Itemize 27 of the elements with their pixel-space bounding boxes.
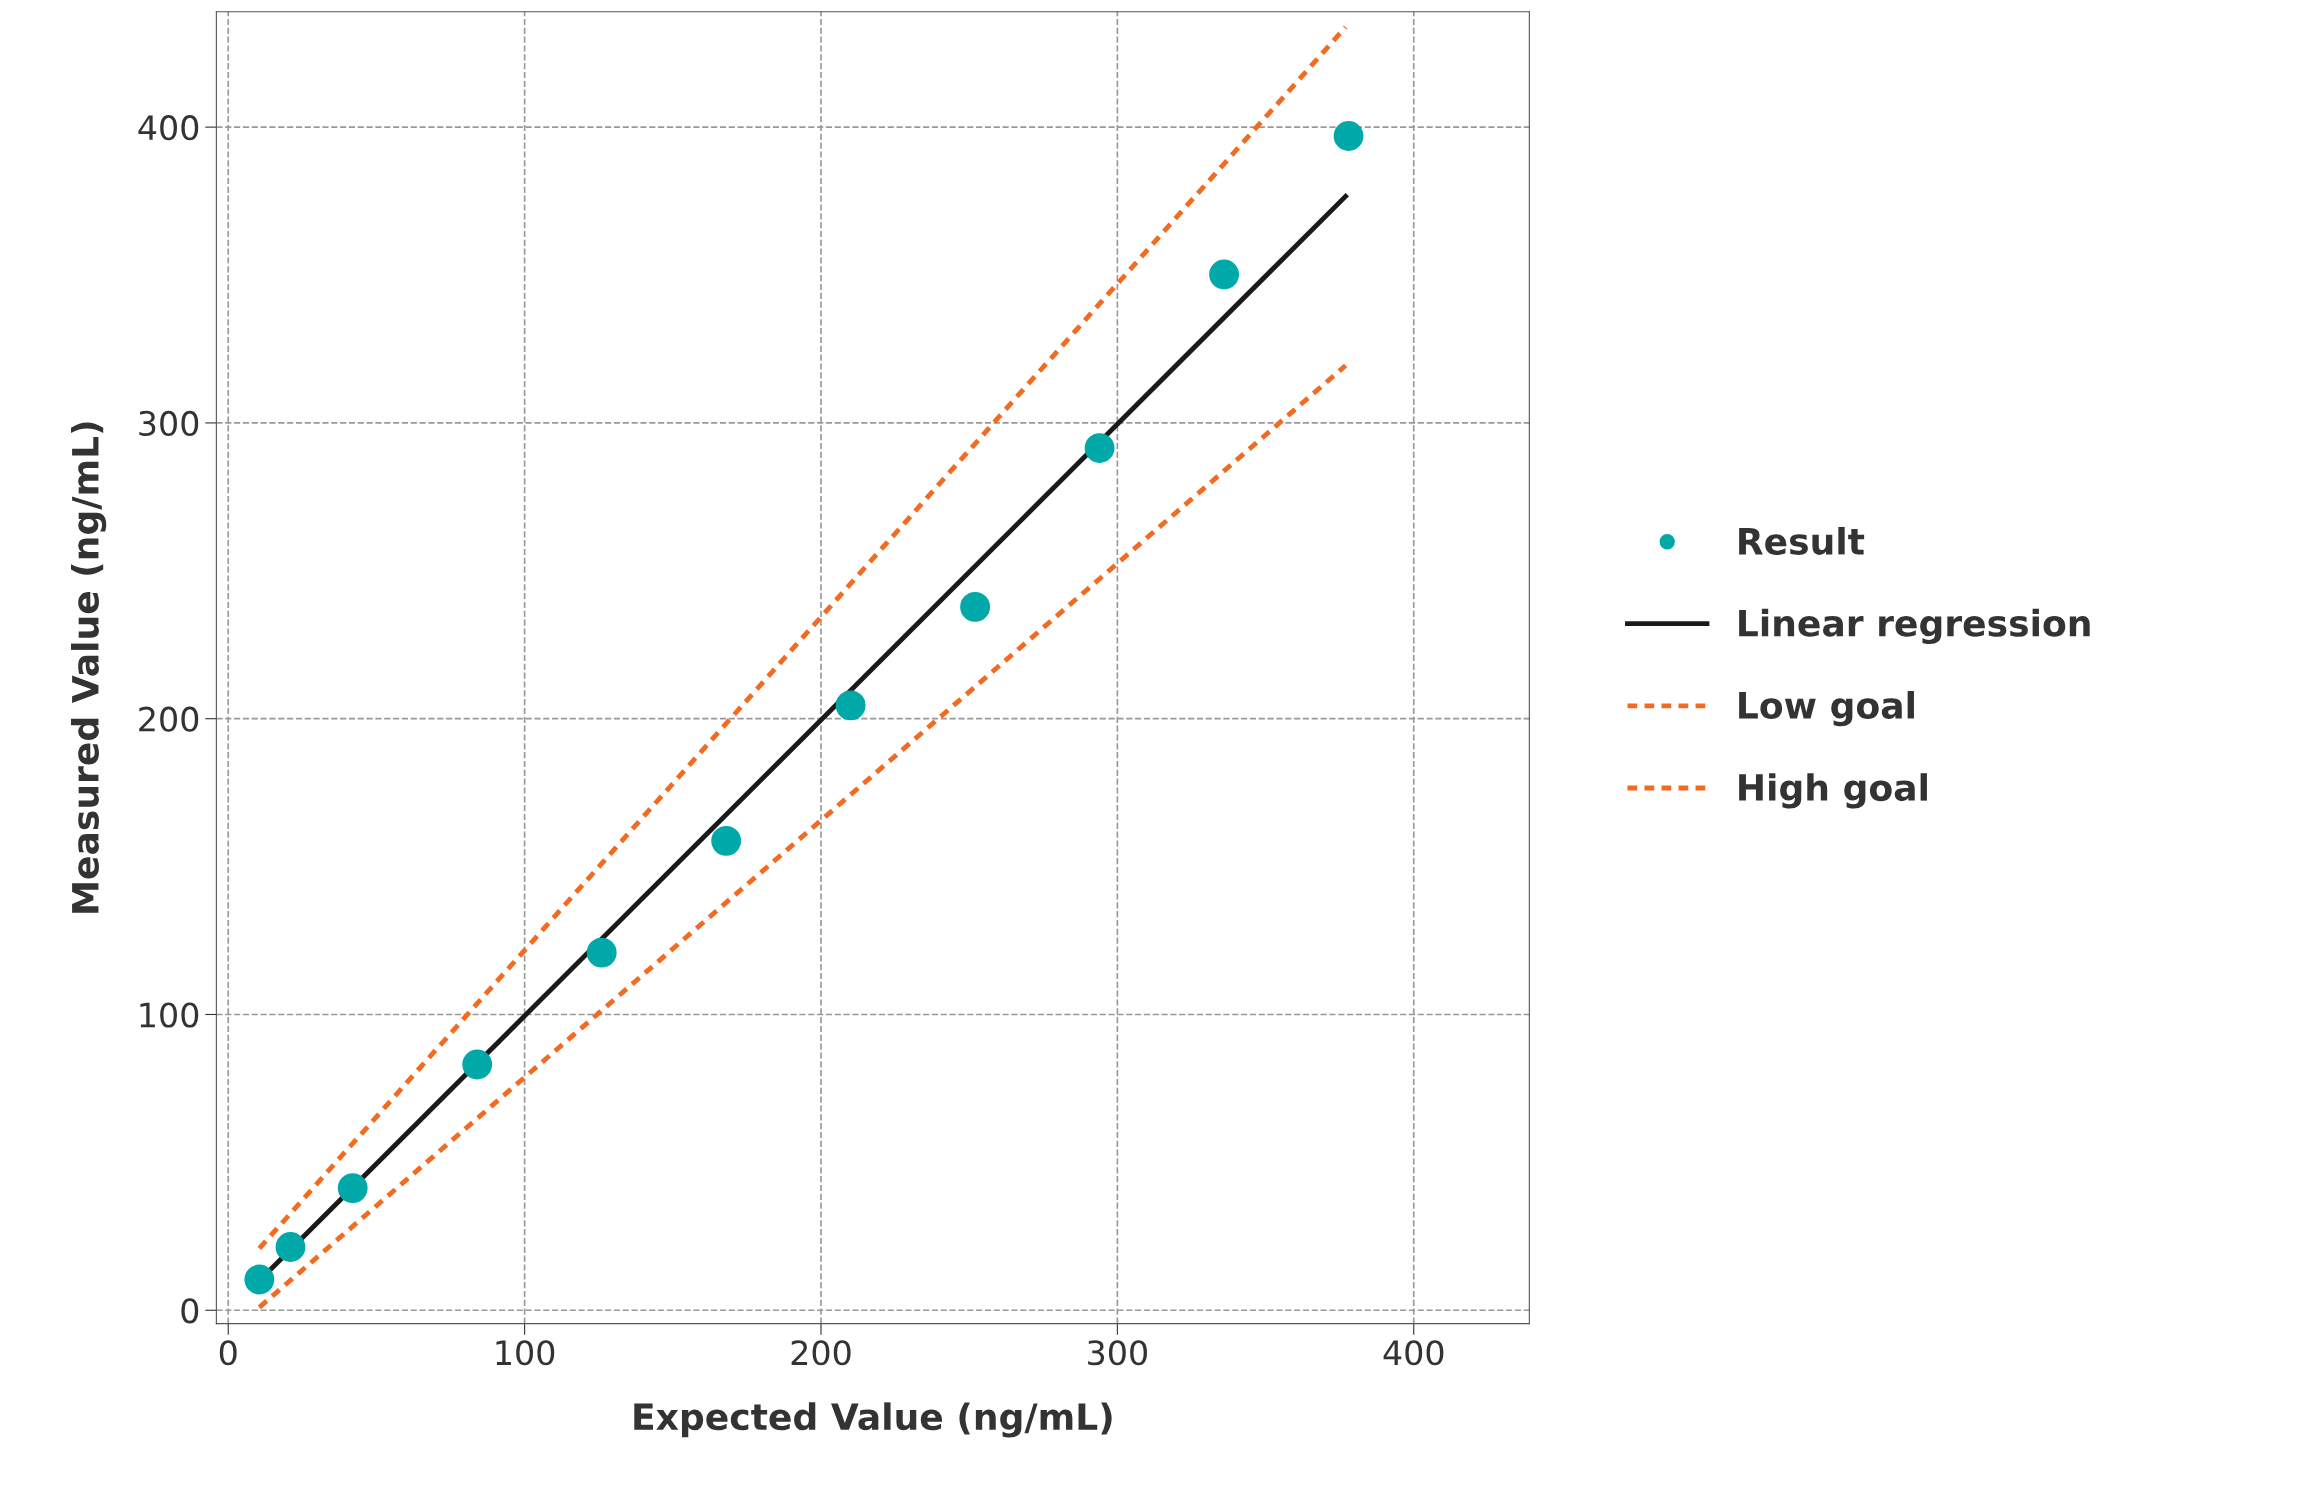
x-axis-title: Expected Value (ng/mL) — [634, 1402, 1112, 1438]
x-tick-label: 400 — [1383, 1340, 1444, 1366]
y-tick-label: 400 — [138, 115, 199, 141]
point — [1209, 259, 1239, 290]
point — [960, 591, 991, 622]
point — [275, 1232, 306, 1262]
point — [1333, 121, 1364, 151]
x-tick-label: 200 — [791, 1340, 851, 1366]
legend-label: Low goal — [1739, 691, 1914, 727]
point — [337, 1173, 368, 1204]
x-tick-label: 0 — [219, 1340, 237, 1366]
point — [711, 825, 742, 856]
point — [835, 690, 866, 721]
y-tick-label: 300 — [139, 410, 199, 437]
point — [462, 1049, 493, 1080]
legend-label: High goal — [1739, 773, 1927, 809]
legend-label: Linear regression — [1739, 608, 2090, 645]
point — [586, 937, 617, 968]
x-tick-label: 100 — [496, 1340, 555, 1366]
point — [244, 1264, 275, 1295]
point — [1084, 433, 1115, 463]
y-tick-label: 0 — [181, 1298, 199, 1324]
legend-label: Result — [1739, 526, 1865, 555]
y-axis-title: Measured Value (ng/mL) — [70, 422, 107, 913]
x-tick-label: 300 — [1088, 1340, 1147, 1366]
y-tick-label: 100 — [140, 1002, 199, 1028]
y-tick-label: 200 — [139, 706, 199, 732]
